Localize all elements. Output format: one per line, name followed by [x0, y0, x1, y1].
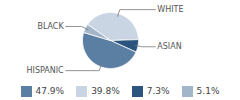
html-text:7.3%: 7.3% [146, 86, 170, 96]
svg-text:HISPANIC: HISPANIC [27, 66, 65, 75]
html-text:39.8%: 39.8% [91, 86, 120, 96]
svg-text:ASIAN: ASIAN [157, 42, 181, 51]
html-text:5.1%: 5.1% [196, 86, 220, 96]
html-text:47.9%: 47.9% [35, 86, 65, 96]
svg-text:BLACK: BLACK [37, 22, 64, 31]
svg-text:WHITE: WHITE [157, 5, 183, 14]
